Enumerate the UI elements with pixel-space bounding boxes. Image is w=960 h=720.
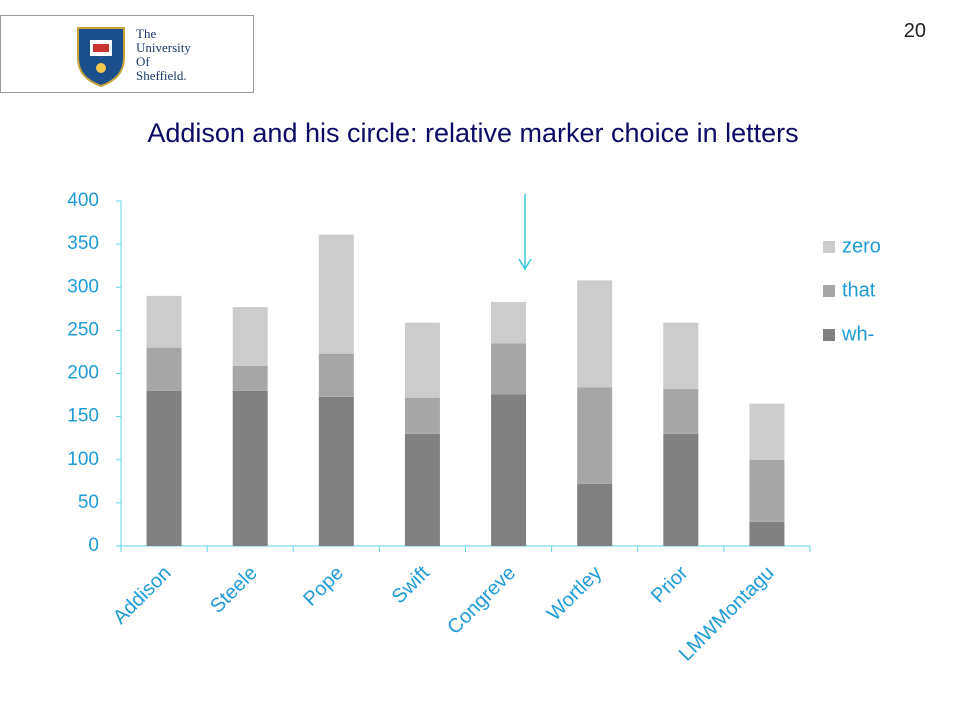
legend-label: wh-: [841, 323, 874, 345]
bar-segment: [318, 234, 354, 354]
bar-segment: [404, 433, 440, 546]
x-tick-label: Swift: [388, 562, 435, 609]
bar-segment: [491, 343, 527, 395]
y-tick-label: 200: [67, 363, 99, 384]
y-tick-label: 50: [78, 492, 99, 513]
bar-segment: [146, 295, 182, 348]
bar-segment: [663, 389, 699, 434]
x-tick-label: Addison: [109, 562, 176, 629]
y-tick-label: 100: [67, 449, 99, 470]
logo-text: The: [136, 26, 156, 41]
x-tick-label: Steele: [206, 562, 262, 618]
legend-swatch: [823, 241, 835, 253]
bar-segment: [749, 521, 785, 546]
bar-segment: [491, 394, 527, 546]
bar-segment: [146, 347, 182, 391]
legend-swatch: [823, 285, 835, 297]
logo-text: Sheffield.: [136, 68, 187, 83]
y-tick-label: 300: [67, 276, 99, 297]
bar-segment: [318, 396, 354, 546]
y-tick-label: 150: [67, 406, 99, 427]
bar-segment: [404, 322, 440, 398]
y-tick-label: 250: [67, 319, 99, 340]
legend-label: zero: [842, 235, 881, 257]
x-tick-label: Pope: [299, 562, 348, 611]
bar-segment: [232, 307, 268, 366]
bar-segment: [663, 433, 699, 546]
chart-title: Addison and his circle: relative marker …: [147, 118, 798, 148]
y-tick-label: 350: [67, 233, 99, 254]
x-tick-label: Prior: [647, 562, 693, 608]
annotation-arrowhead: [518, 258, 532, 271]
bar-segment: [749, 403, 785, 460]
legend-swatch: [823, 329, 835, 341]
bar-segment: [577, 483, 613, 546]
bar-segment: [577, 280, 613, 388]
y-tick-label: 400: [67, 190, 99, 211]
x-tick-label: Congreve: [443, 562, 520, 639]
y-tick-label: 0: [88, 535, 99, 556]
legend-label: that: [842, 279, 876, 301]
logo-text: University: [136, 40, 191, 55]
bar-segment: [663, 322, 699, 390]
logo-shield: [77, 27, 125, 88]
bar-segment: [749, 459, 785, 522]
bar-segment: [318, 353, 354, 397]
page-number: 20: [904, 20, 926, 42]
logo-text: Of: [136, 54, 150, 69]
bar-segment: [232, 390, 268, 546]
bar-segment: [232, 365, 268, 391]
bar-segment: [146, 390, 182, 546]
bar-segment: [404, 397, 440, 434]
x-tick-label: Wortley: [543, 562, 606, 625]
bar-segment: [491, 301, 527, 344]
logo-box: [0, 15, 254, 93]
bar-segment: [577, 387, 613, 484]
